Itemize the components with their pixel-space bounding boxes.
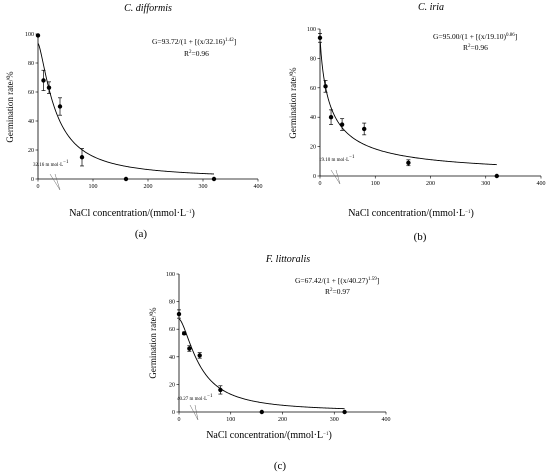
y-tick-label: 20 — [28, 148, 34, 154]
y-tick-label: 20 — [169, 382, 175, 388]
data-point — [187, 346, 192, 351]
r-squared: R2=0.97 — [325, 287, 350, 296]
data-point — [494, 173, 499, 179]
annotation-arrow — [49, 173, 61, 191]
y-tick-label: 0 — [313, 174, 316, 180]
panel-label: (a) — [135, 228, 148, 240]
data-point — [79, 155, 85, 160]
data-point — [259, 409, 264, 415]
x-tick-label: 0 — [319, 181, 322, 187]
y-tick-label: 80 — [310, 56, 316, 62]
data-point — [197, 353, 202, 358]
x-axis-label: NaCl concentration/(mmol·L−1) — [206, 430, 332, 441]
annotation-arrow — [330, 169, 341, 185]
r-squared: R2=0.96 — [463, 43, 488, 52]
data-point — [317, 35, 323, 41]
x-tick-label: 300 — [199, 184, 208, 190]
data-point — [218, 387, 223, 393]
x-tick-label: 400 — [254, 184, 263, 190]
y-tick-label: 60 — [169, 327, 175, 333]
x-tick-label: 0 — [178, 417, 181, 423]
y-tick-label: 80 — [169, 300, 175, 306]
y-tick-label: 80 — [28, 61, 34, 67]
x-tick-label: 200 — [144, 184, 153, 190]
y-tick-label: 0 — [31, 177, 34, 183]
data-point — [57, 104, 63, 109]
fit-equation: G=93.72/(1 + [(x/32.16)1.42] — [152, 37, 236, 46]
chart-panel-1: 0 100 200 300 400 0 20 40 60 80 100 C. difformis G=9… — [5, 3, 263, 240]
y-tick-label: 100 — [307, 27, 316, 33]
y-axis-label: Germination rate/% — [148, 307, 158, 379]
r-squared: R2=0.96 — [184, 49, 209, 58]
data-point — [339, 122, 345, 127]
annotation-arrow — [54, 173, 61, 191]
data-point — [123, 176, 129, 182]
panel-label: (b) — [414, 231, 427, 243]
x-tick-label: 100 — [89, 184, 98, 190]
ec50-annotation: 40.27 m mol·L−1 — [177, 394, 213, 402]
data-point — [176, 311, 182, 317]
data-point — [41, 78, 46, 83]
x-tick-label: 200 — [426, 181, 435, 187]
ec50-annotation: 32.16 m mol·L−1 — [33, 160, 69, 168]
data-point — [46, 85, 52, 90]
annotation-arrow — [335, 169, 341, 185]
fit-curve — [319, 42, 497, 166]
chart-panel-3: 0 100 200 300 400 0 20 40 60 80 100 F. littoralis G=… — [148, 254, 391, 472]
x-tick-label: 300 — [330, 417, 339, 423]
x-tick-label: 400 — [382, 417, 391, 423]
y-tick-label: 100 — [166, 272, 175, 278]
data-point — [328, 115, 334, 120]
x-tick-label: 200 — [278, 417, 287, 423]
x-tick-label: 300 — [481, 181, 490, 187]
panel-label: (c) — [274, 460, 287, 472]
ec50-annotation: 19.10 m mol·L−1 — [319, 155, 355, 163]
annotation-arrow — [189, 404, 199, 421]
data-point — [362, 126, 367, 132]
y-tick-label: 60 — [28, 90, 34, 96]
data-point — [211, 176, 217, 182]
y-tick-label: 40 — [310, 115, 316, 121]
y-axis-label: Germination rate/% — [288, 67, 298, 139]
y-tick-label: 40 — [169, 355, 175, 361]
x-tick-label: 100 — [371, 181, 380, 187]
y-tick-label: 100 — [25, 32, 34, 38]
x-tick-label: 100 — [226, 417, 235, 423]
chart-title: C. difformis — [124, 3, 172, 14]
fit-equation: G=95.00/(1 + [(x/19.10)0.86] — [433, 32, 517, 41]
x-axis-label: NaCl concentration/(mmol·L−1) — [348, 208, 474, 219]
annotation-arrow — [194, 404, 199, 421]
chart-title: F. littoralis — [265, 254, 310, 265]
x-tick-label: 0 — [37, 184, 40, 190]
y-tick-label: 40 — [28, 119, 34, 125]
x-axis-label: NaCl concentration/(mmol·L−1) — [69, 208, 195, 219]
data-point — [323, 84, 328, 89]
y-tick-label: 0 — [172, 410, 175, 416]
y-tick-label: 60 — [310, 86, 316, 92]
x-tick-label: 400 — [537, 181, 546, 187]
fit-equation: G=67.42/(1 + [(x/40.27)1.59] — [295, 276, 379, 285]
y-axis-label: Germination rate/% — [5, 71, 15, 143]
fit-curve — [37, 43, 215, 175]
chart-panel-2: 0 100 200 300 400 0 20 40 60 80 100 C. iria G=95.00/… — [288, 2, 546, 243]
fit-curve — [178, 318, 345, 410]
chart-title: C. iria — [418, 2, 444, 13]
data-point — [406, 160, 411, 165]
data-point — [35, 33, 41, 38]
data-point — [342, 409, 347, 415]
y-tick-label: 20 — [310, 145, 316, 151]
data-point — [181, 331, 187, 336]
